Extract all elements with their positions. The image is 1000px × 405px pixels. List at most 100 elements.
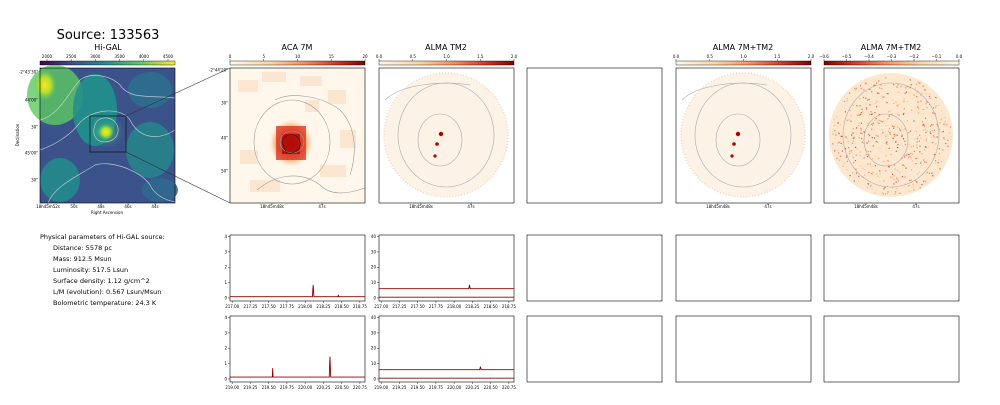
physical-parameters: Physical parameters of Hi-GAL source: Di… <box>40 233 165 307</box>
almatm2-image <box>378 67 515 204</box>
x-tick-label: 220.25 <box>316 385 330 390</box>
noise-speckle <box>852 137 854 139</box>
noise-speckle <box>940 161 943 163</box>
noise-speckle <box>927 146 930 148</box>
noise-speckle <box>852 128 854 130</box>
y-tick-label: 2 <box>224 265 227 270</box>
noise-speckle <box>897 126 899 128</box>
noise-speckle <box>865 106 867 109</box>
noise-speckle <box>921 92 923 94</box>
noise-speckle <box>840 135 842 137</box>
noise-speckle <box>925 140 927 142</box>
noise-speckle <box>879 173 881 175</box>
noise-speckle <box>837 132 840 134</box>
noise-speckle <box>943 123 945 125</box>
colorbar-tick-label: 0.0 <box>376 54 383 59</box>
noise-speckle <box>945 124 947 126</box>
noise-speckle <box>859 98 861 100</box>
noise-speckle <box>883 96 885 98</box>
noise-speckle <box>905 167 907 169</box>
noise-speckle <box>941 117 943 119</box>
x-tick-label: 218.00 <box>298 304 312 309</box>
colorbar-tick-label: 0 <box>229 54 232 59</box>
colorbar-tick-label: 0.0 <box>956 54 963 59</box>
noise-speckle <box>870 129 873 131</box>
noise-speckle <box>917 112 920 114</box>
noise-speckle <box>882 120 885 122</box>
noise-speckle <box>942 149 944 151</box>
noise-speckle <box>927 130 929 132</box>
noise-speckle <box>895 101 897 103</box>
noise-speckle <box>868 171 870 173</box>
colorbar-tick-label: 3000 <box>90 54 101 59</box>
noise-speckle <box>913 189 915 191</box>
colorbar-tick-label: −0.2 <box>909 54 919 59</box>
noise-speckle <box>886 192 888 195</box>
x-tick-label: 46s <box>124 204 131 209</box>
noise-speckle <box>881 132 884 134</box>
noise-speckle <box>879 170 881 172</box>
noise-speckle <box>924 129 927 131</box>
spectrum-aca7m-row2: 219.00 219.25 219.50 219.75 220.00 220.25 220.… <box>224 315 367 390</box>
noise-speckle <box>930 125 932 127</box>
x-tick-label: 220.50 <box>335 385 349 390</box>
noise-speckle <box>897 143 899 146</box>
noise-speckle <box>938 128 940 130</box>
noise-speckle <box>912 183 914 185</box>
noise-speckle <box>876 91 878 93</box>
aca7m-y-ticks: -2°44'20" 30" 40" 50" <box>209 68 228 174</box>
noise-speckle <box>843 162 846 164</box>
noise-speckle <box>900 85 902 88</box>
noise-speckle <box>892 137 894 139</box>
noise-speckle <box>869 134 871 137</box>
noise-speckle <box>852 140 854 142</box>
colorbar-tick-label: 3500 <box>115 54 126 59</box>
noise-speckle <box>843 100 846 103</box>
noise-speckle <box>873 84 875 87</box>
noise-speckle <box>871 173 873 175</box>
noise-speckle <box>920 161 922 163</box>
y-tick-label: 20 <box>371 265 377 270</box>
noise-speckle <box>890 176 892 178</box>
noise-speckle <box>856 148 858 150</box>
aca7m-colorbar-ticks: 0 5 10 15 20 <box>229 54 368 61</box>
noise-speckle <box>841 150 844 152</box>
noise-speckle <box>910 158 913 160</box>
noise-speckle <box>938 148 941 150</box>
noise-speckle <box>944 120 946 123</box>
noise-speckle <box>838 141 840 144</box>
noise-speckle <box>924 89 926 91</box>
noise-speckle <box>861 133 863 135</box>
noise-speckle <box>893 175 895 177</box>
noise-speckle <box>921 184 923 186</box>
noise-speckle <box>907 156 910 158</box>
noise-speckle <box>917 90 919 92</box>
noise-speckle <box>832 133 834 135</box>
noise-speckle <box>871 188 873 190</box>
x-tick-label: 218.75 <box>353 304 367 309</box>
noise-speckle <box>898 114 900 116</box>
colorbar-tick-label: 2500 <box>66 54 77 59</box>
noise-speckle <box>846 119 848 122</box>
noise-speckle <box>834 137 836 140</box>
noise-speckle <box>914 130 916 132</box>
colorbar-tick-label: 1.5 <box>774 54 781 59</box>
colorbar-tick-label: 0.0 <box>673 54 680 59</box>
colorbar-tick-label: 0.5 <box>707 54 714 59</box>
params-header: Physical parameters of Hi-GAL source: <box>40 233 165 241</box>
noise-speckle <box>902 138 905 140</box>
noise-speckle <box>837 152 840 154</box>
x-tick-label: 218.25 <box>465 304 479 309</box>
noise-speckle <box>895 150 897 152</box>
x-tick-label: 219.25 <box>243 385 257 390</box>
noise-speckle <box>908 190 910 192</box>
empty-spectrum-box <box>675 234 812 302</box>
noise-speckle <box>918 107 920 109</box>
noise-speckle <box>860 132 862 134</box>
noise-speckle <box>891 113 893 115</box>
noise-speckle <box>929 93 931 95</box>
noise-speckle <box>922 85 924 87</box>
noise-speckle <box>854 89 857 91</box>
noise-speckle <box>877 122 879 124</box>
noise-speckle <box>862 111 864 113</box>
